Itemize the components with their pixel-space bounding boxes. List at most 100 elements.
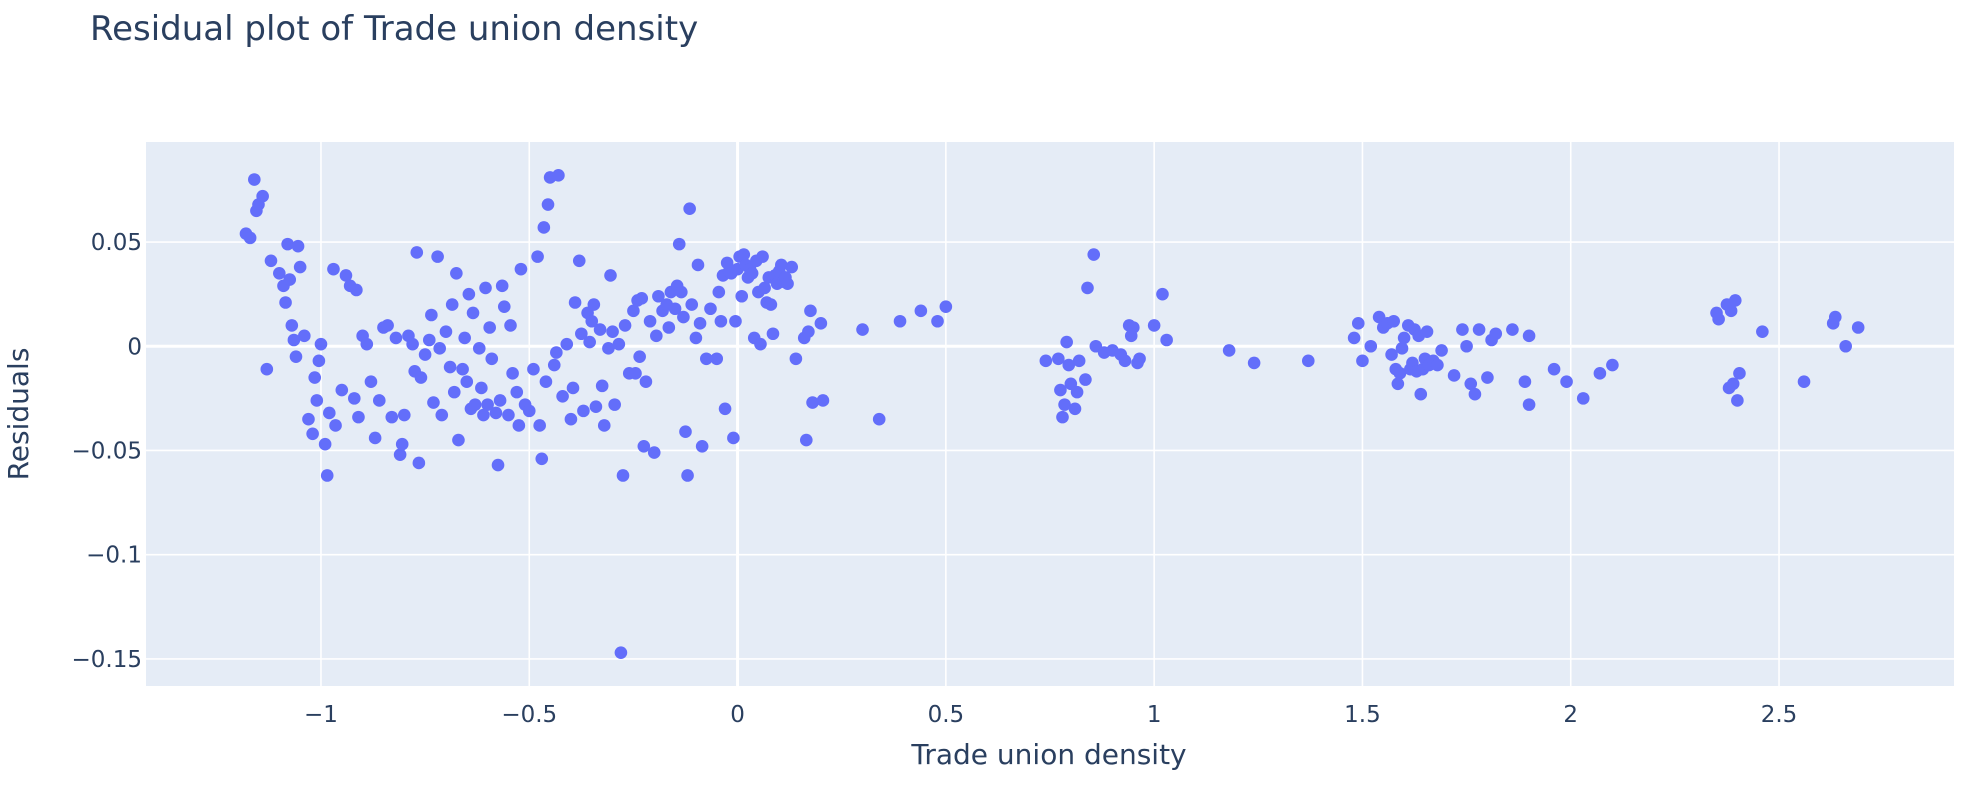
data-point: [329, 419, 342, 432]
data-point: [1058, 398, 1071, 411]
data-point: [1456, 323, 1469, 336]
data-point: [1797, 375, 1811, 388]
data-point: [689, 331, 703, 345]
data-point: [1222, 344, 1236, 357]
data-point: [758, 281, 771, 295]
data-point: [314, 337, 328, 351]
data-point: [756, 250, 769, 263]
data-point: [512, 419, 526, 432]
data-point: [431, 250, 444, 263]
data-point: [691, 258, 705, 272]
data-point: [650, 329, 663, 343]
data-point: [575, 327, 588, 341]
data-point: [1472, 323, 1486, 336]
data-point: [1351, 317, 1365, 330]
data-point: [322, 406, 336, 420]
y-tick-label: −0.15: [72, 647, 142, 673]
data-point: [816, 394, 830, 407]
data-point: [679, 425, 692, 439]
data-point: [339, 269, 353, 282]
data-point: [1431, 358, 1444, 372]
data-point: [602, 342, 615, 355]
x-tick-label: 0.5: [928, 702, 965, 728]
data-point: [395, 437, 409, 451]
data-point: [485, 352, 499, 366]
data-point: [1851, 321, 1865, 334]
data-point: [587, 298, 601, 311]
data-point: [1518, 375, 1532, 388]
data-point: [1447, 369, 1461, 382]
data-point: [683, 202, 696, 215]
data-point: [468, 398, 482, 411]
data-point: [1756, 325, 1769, 338]
data-point: [685, 298, 699, 311]
data-point: [714, 314, 728, 328]
data-point: [766, 327, 780, 341]
data-point: [572, 254, 586, 268]
data-point: [614, 646, 628, 659]
data-point: [433, 342, 446, 355]
y-tick-label: 0.05: [91, 230, 142, 256]
data-point: [489, 406, 503, 420]
data-point: [414, 371, 428, 384]
data-point: [552, 169, 565, 182]
data-point: [585, 314, 599, 328]
y-tick-label: 0: [127, 334, 142, 360]
data-point: [1414, 387, 1428, 401]
data-point: [256, 189, 269, 203]
data-point: [1068, 402, 1082, 416]
data-point: [729, 314, 742, 328]
data-point: [675, 285, 688, 299]
data-point: [327, 262, 340, 276]
data-point: [456, 362, 469, 376]
data-point: [406, 337, 419, 351]
data-point: [1481, 371, 1494, 384]
data-point: [704, 302, 717, 316]
data-point: [1133, 352, 1146, 366]
data-point: [283, 273, 297, 286]
data-point: [652, 289, 665, 303]
data-point: [1356, 354, 1369, 368]
data-point: [1060, 335, 1073, 349]
data-point: [493, 394, 507, 407]
data-point: [872, 412, 886, 426]
data-point: [647, 446, 661, 459]
data-point: [1387, 314, 1400, 328]
data-point: [643, 314, 657, 328]
data-point: [425, 308, 438, 322]
data-point: [514, 262, 528, 276]
data-point: [1052, 352, 1065, 366]
data-point: [308, 371, 322, 384]
data-point: [616, 469, 630, 482]
data-point: [450, 267, 463, 280]
data-point: [497, 300, 511, 313]
x-tick-label: −1: [304, 702, 338, 728]
data-point: [1464, 377, 1478, 391]
data-point: [360, 337, 374, 351]
data-point: [764, 298, 778, 311]
data-point: [781, 277, 794, 291]
data-point: [597, 419, 611, 432]
data-point: [914, 304, 928, 318]
data-point: [1828, 310, 1842, 324]
data-point: [577, 404, 590, 418]
data-point: [527, 362, 540, 376]
data-point: [1576, 392, 1590, 405]
data-point: [550, 346, 563, 359]
data-point: [785, 260, 799, 274]
data-point: [312, 354, 326, 368]
data-point: [427, 396, 440, 409]
data-point: [893, 314, 907, 328]
data-point: [352, 410, 365, 424]
data-point: [1301, 354, 1315, 368]
data-point: [799, 433, 813, 447]
data-point: [443, 360, 457, 374]
data-point: [250, 204, 263, 218]
data-point: [1156, 287, 1169, 301]
data-point: [385, 410, 399, 424]
data-point: [1731, 394, 1744, 407]
data-point: [754, 337, 767, 351]
data-point: [1506, 323, 1519, 336]
data-point: [475, 381, 488, 395]
data-point: [466, 306, 480, 320]
